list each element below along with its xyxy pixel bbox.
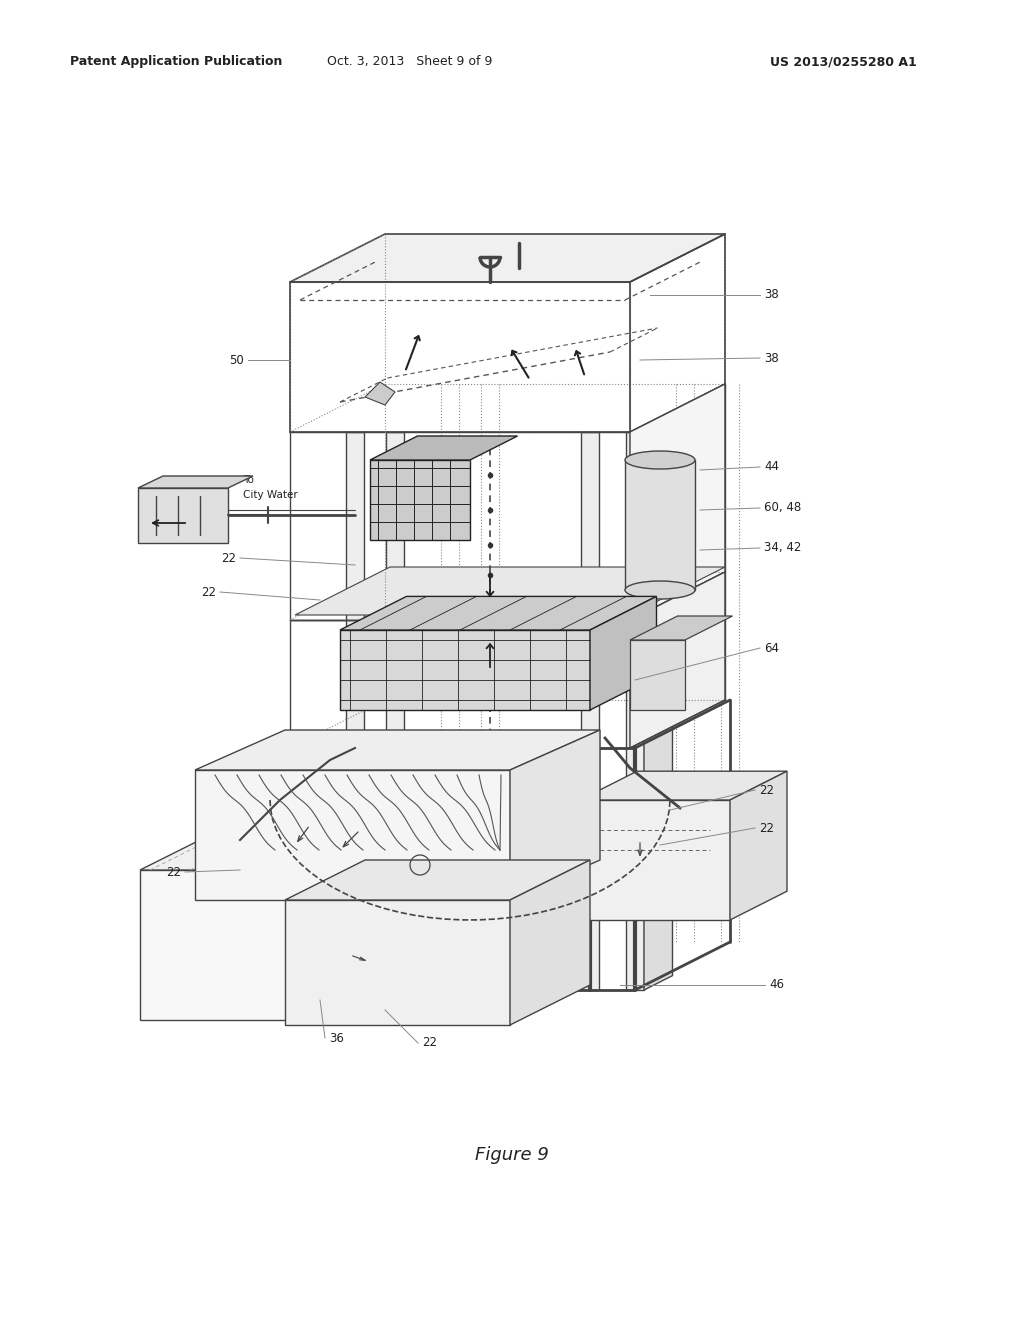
Polygon shape — [630, 616, 732, 640]
Polygon shape — [370, 459, 470, 540]
Polygon shape — [140, 836, 440, 870]
Polygon shape — [285, 861, 590, 900]
Polygon shape — [626, 432, 644, 990]
Text: 22: 22 — [221, 552, 236, 565]
Text: Patent Application Publication: Patent Application Publication — [70, 55, 283, 69]
Polygon shape — [365, 381, 395, 405]
Text: 46: 46 — [769, 978, 784, 991]
Text: 36: 36 — [329, 1031, 344, 1044]
Polygon shape — [510, 730, 600, 900]
Polygon shape — [140, 870, 370, 1020]
Text: 22: 22 — [422, 1036, 437, 1049]
Polygon shape — [730, 771, 787, 920]
Polygon shape — [340, 630, 590, 710]
Text: 22: 22 — [759, 784, 774, 796]
Polygon shape — [590, 597, 656, 710]
Polygon shape — [138, 488, 228, 543]
Text: 60, 48: 60, 48 — [764, 502, 801, 515]
Text: City Water: City Water — [243, 490, 298, 500]
Polygon shape — [290, 234, 725, 282]
Polygon shape — [386, 432, 404, 990]
Polygon shape — [580, 771, 787, 800]
Polygon shape — [625, 459, 695, 590]
Text: To: To — [243, 475, 254, 484]
Polygon shape — [195, 770, 510, 900]
Polygon shape — [295, 568, 725, 615]
Text: 38: 38 — [764, 289, 778, 301]
Polygon shape — [510, 861, 590, 1026]
Polygon shape — [138, 477, 253, 488]
Ellipse shape — [625, 581, 695, 599]
Polygon shape — [630, 572, 725, 748]
Text: Oct. 3, 2013   Sheet 9 of 9: Oct. 3, 2013 Sheet 9 of 9 — [328, 55, 493, 69]
Ellipse shape — [625, 451, 695, 469]
Polygon shape — [644, 417, 673, 990]
Polygon shape — [630, 384, 725, 620]
Text: 22: 22 — [166, 866, 181, 879]
Polygon shape — [580, 800, 730, 920]
Text: Figure 9: Figure 9 — [475, 1146, 549, 1164]
Text: 38: 38 — [764, 351, 778, 364]
Text: 34, 42: 34, 42 — [764, 541, 802, 554]
Polygon shape — [340, 597, 656, 630]
Polygon shape — [346, 432, 364, 990]
Polygon shape — [195, 730, 600, 770]
Polygon shape — [370, 436, 517, 459]
Text: 44: 44 — [764, 461, 779, 474]
Text: 22: 22 — [201, 586, 216, 598]
Text: 22: 22 — [759, 821, 774, 834]
Text: US 2013/0255280 A1: US 2013/0255280 A1 — [770, 55, 916, 69]
Polygon shape — [581, 432, 599, 990]
Text: 64: 64 — [764, 642, 779, 655]
Polygon shape — [630, 640, 685, 710]
Polygon shape — [370, 836, 440, 1020]
Polygon shape — [285, 900, 510, 1026]
Text: 50: 50 — [229, 354, 244, 367]
